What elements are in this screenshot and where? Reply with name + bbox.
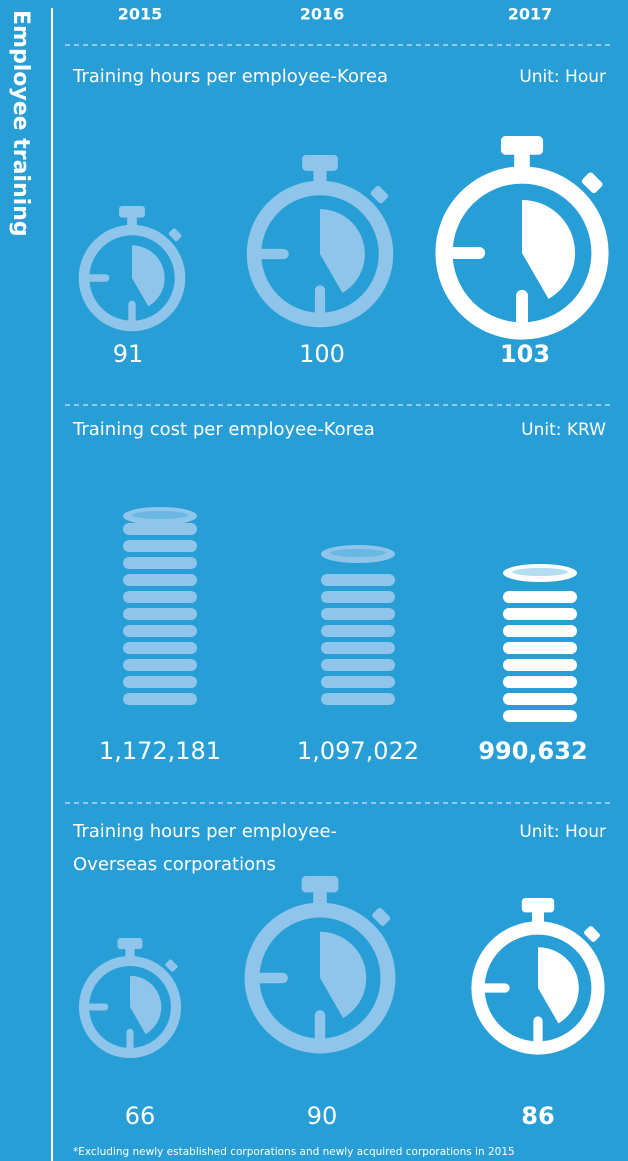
coin-top bbox=[321, 545, 395, 563]
stopwatch-icon bbox=[435, 136, 609, 340]
coin bbox=[503, 693, 577, 705]
unit-label: Unit: KRW bbox=[521, 420, 606, 440]
coin bbox=[321, 625, 395, 637]
coin bbox=[321, 608, 395, 620]
coin bbox=[321, 693, 395, 705]
coin bbox=[123, 523, 197, 535]
watch-wedge bbox=[320, 931, 367, 1019]
year-label: 2016 bbox=[300, 5, 345, 24]
coin bbox=[321, 591, 395, 603]
value-label: 103 bbox=[500, 340, 550, 368]
year-label: 2017 bbox=[508, 5, 553, 24]
coin-top-inner bbox=[330, 549, 386, 557]
watch-stem bbox=[514, 151, 530, 175]
watch-stem bbox=[313, 889, 327, 910]
watch-button bbox=[370, 185, 389, 204]
watch-button bbox=[581, 172, 603, 194]
coin bbox=[321, 574, 395, 586]
value-label: 1,097,022 bbox=[297, 737, 419, 765]
watch-button bbox=[168, 228, 182, 242]
coin bbox=[123, 676, 197, 688]
stopwatch-icon bbox=[78, 206, 186, 332]
coin bbox=[123, 693, 197, 705]
coin bbox=[123, 642, 197, 654]
watch-cap bbox=[301, 876, 339, 893]
coin bbox=[503, 625, 577, 637]
coin bbox=[123, 659, 197, 671]
watch-button bbox=[165, 959, 178, 972]
watch-wedge bbox=[522, 199, 576, 299]
coin-stack bbox=[503, 564, 577, 722]
coin bbox=[503, 591, 577, 603]
coin bbox=[503, 676, 577, 688]
coin bbox=[123, 608, 197, 620]
section-title: Training hours per employee-Korea bbox=[72, 66, 388, 87]
footnote: *Excluding newly established corporation… bbox=[73, 1146, 515, 1158]
value-label: 100 bbox=[299, 340, 345, 368]
unit-label: Unit: Hour bbox=[519, 822, 606, 842]
coin bbox=[503, 659, 577, 671]
value-label: 86 bbox=[521, 1102, 554, 1130]
watch-stem bbox=[125, 947, 135, 961]
stopwatch-icon bbox=[78, 938, 182, 1059]
coin bbox=[503, 608, 577, 620]
watch-stem bbox=[127, 215, 137, 230]
coin bbox=[123, 540, 197, 552]
year-label: 2015 bbox=[118, 5, 163, 24]
value-label: 90 bbox=[307, 1102, 338, 1130]
coin bbox=[321, 659, 395, 671]
stopwatch-icon bbox=[246, 155, 394, 328]
coin bbox=[503, 642, 577, 654]
unit-label: Unit: Hour bbox=[519, 67, 606, 87]
watch-wedge bbox=[538, 947, 579, 1024]
watch-wedge bbox=[132, 245, 165, 307]
watch-wedge bbox=[320, 209, 365, 293]
coin-top-inner bbox=[132, 511, 188, 519]
value-label: 1,172,181 bbox=[99, 737, 221, 765]
section-title: Overseas corporations bbox=[73, 854, 276, 875]
watch-button bbox=[372, 907, 391, 926]
watch-wedge bbox=[130, 975, 162, 1035]
coin-top-inner bbox=[512, 568, 568, 576]
coin bbox=[123, 625, 197, 637]
stopwatch-icon bbox=[471, 898, 605, 1055]
coin bbox=[123, 591, 197, 603]
section-title: Training cost per employee-Korea bbox=[72, 419, 375, 440]
watch-cap bbox=[500, 136, 544, 155]
coin bbox=[321, 642, 395, 654]
coin bbox=[321, 676, 395, 688]
coin bbox=[123, 574, 197, 586]
value-label: 66 bbox=[125, 1102, 156, 1130]
watch-cap bbox=[302, 155, 338, 171]
coin-stack bbox=[123, 507, 197, 705]
coin bbox=[123, 557, 197, 569]
value-label: 91 bbox=[113, 340, 144, 368]
watch-cap bbox=[117, 938, 143, 950]
page-title: Employee training bbox=[8, 10, 33, 237]
coin-top bbox=[503, 564, 577, 582]
value-label: 990,632 bbox=[478, 737, 587, 765]
watch-stem bbox=[532, 910, 544, 928]
watch-cap bbox=[119, 206, 145, 218]
stopwatch-icon bbox=[244, 876, 396, 1054]
coin-top bbox=[123, 507, 197, 525]
watch-cap bbox=[521, 898, 555, 913]
coin-stack bbox=[321, 545, 395, 705]
watch-stem bbox=[313, 168, 327, 188]
coin bbox=[503, 710, 577, 722]
watch-button bbox=[584, 926, 600, 942]
section-title: Training hours per employee- bbox=[72, 821, 337, 842]
